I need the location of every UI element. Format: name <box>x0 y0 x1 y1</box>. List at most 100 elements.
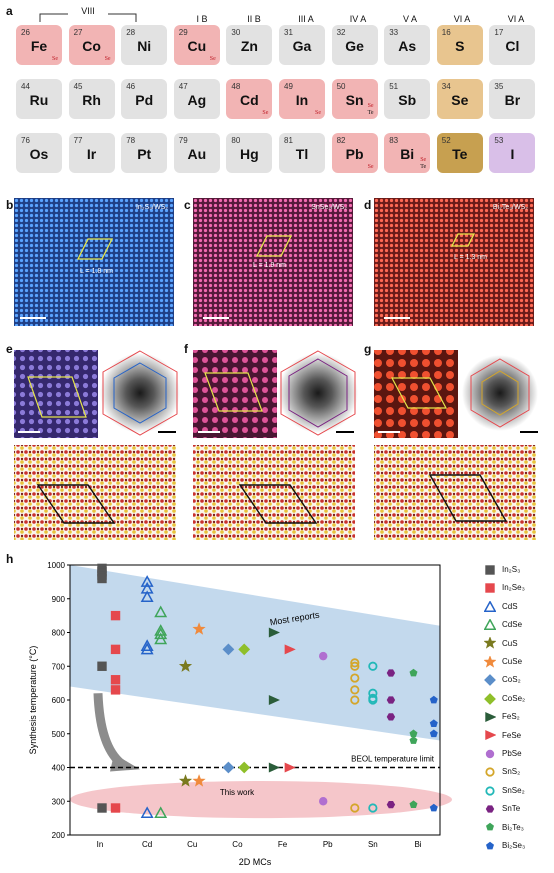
data-point <box>222 643 235 656</box>
lattice-length-c: L = 1.9 nm <box>253 262 287 269</box>
data-point <box>429 729 438 738</box>
chalcogen-tag: Se <box>420 157 427 163</box>
element-pb: 82 Pb Se <box>331 133 378 173</box>
data-point <box>429 719 438 728</box>
arrow-icon <box>93 693 125 768</box>
square-marker-icon <box>485 583 495 593</box>
data-point <box>409 729 418 738</box>
atomic-number: 77 <box>73 136 83 145</box>
legend-marker <box>484 692 496 705</box>
data-point <box>268 627 280 638</box>
data-point <box>268 762 280 773</box>
element-pt: 78 Pt <box>121 133 168 173</box>
chalcogen-tag: Se <box>52 56 58 62</box>
legend-item: SnSe₂ <box>484 784 525 798</box>
legend-item: SnTe <box>484 802 520 816</box>
atomic-number: 52 <box>441 136 451 145</box>
panel-letter-f: f <box>184 342 188 356</box>
label-d: Bi₂Te₃/WS₂ <box>492 204 528 211</box>
y-tick-label: 900 <box>52 595 66 604</box>
atomic-number: 27 <box>73 28 83 37</box>
legend-label: SnTe <box>502 804 521 814</box>
element-symbol: In <box>295 92 309 108</box>
element-symbol: Cu <box>187 38 207 54</box>
element-te: 52 Te <box>436 133 483 173</box>
legend-item: PbSe <box>484 747 522 761</box>
pent-marker-icon <box>486 823 494 831</box>
atomic-number: 46 <box>126 82 136 91</box>
data-point <box>409 736 418 744</box>
element-symbol: Pt <box>137 146 152 162</box>
beol-annotation: BEOL temperature limit <box>351 755 435 764</box>
scale-bar <box>203 317 229 319</box>
legend-marker <box>485 767 495 777</box>
legend-item: CoSe₂ <box>484 692 525 706</box>
ring-marker-icon <box>485 786 495 796</box>
element-symbol: Co <box>82 38 101 54</box>
chalcogen-tag: Se <box>315 110 321 116</box>
element-bi: 83 Bi Se Te <box>384 133 431 173</box>
x-tick-label: In <box>97 840 104 849</box>
flag-marker-icon <box>485 712 497 723</box>
data-point <box>238 643 251 656</box>
data-point <box>319 651 328 661</box>
star-marker-icon <box>483 636 497 650</box>
legend-item: In₂S₃ <box>484 563 520 577</box>
atomic-number: 32 <box>336 28 346 37</box>
legend-marker <box>485 712 497 723</box>
group-header-va: V A <box>402 14 417 24</box>
data-point <box>140 642 154 655</box>
legend-label: FeS₂ <box>502 712 520 722</box>
legend-marker <box>483 636 497 650</box>
data-point <box>350 685 360 695</box>
atomic-number: 34 <box>441 82 451 91</box>
element-symbol: Au <box>187 146 207 162</box>
element-symbol: Os <box>29 146 49 162</box>
square-marker-icon <box>485 565 495 575</box>
element-cl: 17 Cl <box>489 25 536 65</box>
ring-marker-icon <box>485 767 495 777</box>
circle-marker-icon <box>485 749 495 759</box>
panel-letter-a: a <box>6 4 13 18</box>
element-symbol: Ir <box>86 146 97 162</box>
chalcogen-tag: Se <box>262 110 269 116</box>
element-sb: 51 Sb <box>384 79 431 119</box>
panels-efg <box>14 350 538 540</box>
diamond-marker-icon <box>484 674 496 687</box>
atomic-number: 33 <box>389 28 399 37</box>
synthesis-temperature-chart: 200 300 400 500 600 700 800 900 1000 In Cd Cu Co Fe Pb… <box>28 561 452 867</box>
data-point <box>284 762 296 773</box>
legend-label: CuS <box>502 638 518 648</box>
data-point <box>386 696 396 704</box>
element-symbol: Sb <box>398 92 417 108</box>
legend-label: CuSe <box>502 657 523 666</box>
legend-item: SnS₂ <box>484 765 520 779</box>
legend-label: Bi₂Se₃ <box>502 841 526 850</box>
y-axis-label: Synthesis temperature (°C) <box>28 646 38 755</box>
chalcogen-tag: Se <box>367 103 374 109</box>
group-header-ib: I B <box>196 14 208 24</box>
data-point <box>368 695 378 705</box>
element-i: 53 I <box>489 133 536 173</box>
x-tick-label: Cd <box>142 840 152 849</box>
panel-letter-d: d <box>364 198 372 212</box>
data-point <box>140 575 154 587</box>
x-tick-label: Cu <box>187 840 197 849</box>
flag-marker-icon <box>485 730 497 741</box>
legend-marker <box>485 583 495 593</box>
legend-item: FeSe <box>484 729 521 743</box>
data-point <box>409 800 418 809</box>
y-tick-label: 300 <box>52 797 66 806</box>
group-header-iva: IV A <box>349 14 367 24</box>
arrow-head-icon <box>110 754 140 772</box>
legend-label: CoS₂ <box>502 675 521 685</box>
element-symbol: Rh <box>82 92 101 108</box>
chalcogen-tag: Se <box>367 164 374 170</box>
element-sn: 50 Sn Se Te <box>331 79 378 119</box>
data-point <box>238 761 251 774</box>
data-point <box>154 627 168 640</box>
element-symbol: As <box>398 38 417 54</box>
atomic-number: 48 <box>231 82 241 91</box>
legend-marker <box>483 599 497 612</box>
label-b: In₂S₃/WS₂ <box>135 204 168 211</box>
